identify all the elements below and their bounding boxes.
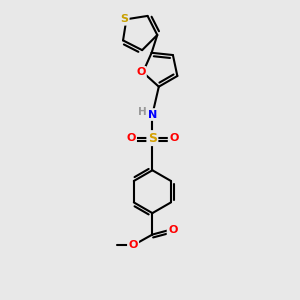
Text: N: N bbox=[148, 110, 157, 119]
Text: S: S bbox=[148, 132, 157, 145]
Text: O: O bbox=[128, 240, 138, 250]
Text: S: S bbox=[120, 14, 128, 24]
Text: H: H bbox=[138, 107, 147, 117]
Text: O: O bbox=[169, 133, 178, 143]
Text: O: O bbox=[126, 133, 136, 143]
Text: O: O bbox=[136, 68, 146, 77]
Text: O: O bbox=[168, 225, 177, 235]
